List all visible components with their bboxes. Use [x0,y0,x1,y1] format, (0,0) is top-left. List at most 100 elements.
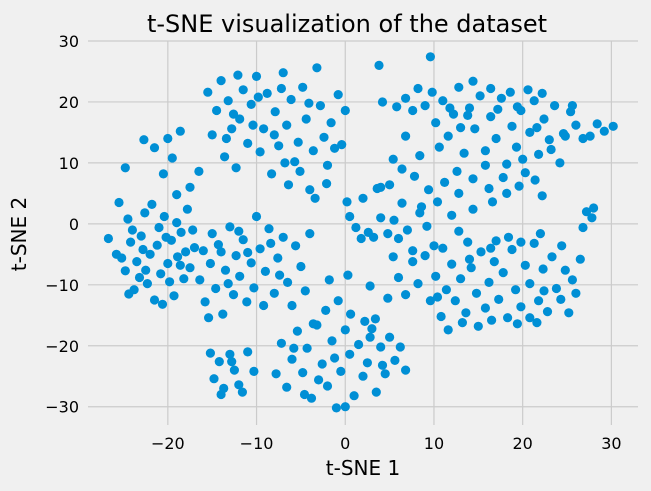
data-point [300,286,310,296]
data-point [207,229,217,239]
data-point [198,246,208,256]
data-point [416,202,427,212]
data-point [496,93,506,103]
data-point [287,354,297,364]
data-point [253,92,263,102]
data-point [498,172,508,183]
data-point [425,52,435,62]
data-point [507,121,517,131]
data-point [200,297,210,307]
data-point [283,277,293,287]
data-point [388,154,398,164]
data-point [507,244,517,255]
data-point [270,107,280,117]
data-point [340,402,350,412]
data-point [223,96,233,106]
data-point [520,168,530,178]
data-point [333,90,343,100]
data-point [172,218,182,228]
data-point [308,319,318,329]
data-point [556,294,566,304]
data-point [234,226,244,236]
data-point [408,257,418,267]
data-point [486,112,496,122]
data-point [317,359,327,369]
data-point [255,147,265,157]
data-point [537,88,547,98]
data-point [319,132,329,142]
data-point [443,131,453,141]
data-point [235,114,245,124]
x-axis-label: t-SNE 1 [326,456,400,480]
data-point [376,342,386,352]
data-point [571,288,581,298]
data-point [161,232,171,242]
data-point [440,177,450,187]
data-point [225,349,235,359]
data-point [546,144,556,155]
data-point [243,138,253,148]
data-point [420,251,430,261]
data-point [456,274,466,284]
data-point [283,180,294,190]
data-point [354,339,364,350]
data-point [502,159,512,169]
data-point [175,260,185,270]
data-point [126,237,136,247]
data-point [251,211,262,222]
data-point [383,293,393,303]
data-point [377,97,388,107]
data-point [243,347,253,357]
data-point [371,387,381,397]
data-point [468,174,478,184]
data-point [401,93,411,103]
x-tick-label: 30 [601,434,621,453]
data-point [246,99,256,109]
data-point [599,126,609,136]
data-point [503,232,514,242]
data-point [395,342,405,352]
y-tick-label: −30 [45,398,79,417]
data-point [489,257,499,267]
data-point [532,123,542,133]
data-point [480,160,490,170]
data-point [471,288,482,298]
data-point [249,366,259,376]
data-point [248,120,258,130]
data-point [290,157,300,167]
data-point [306,393,317,403]
data-point [560,265,570,275]
data-point [175,126,185,136]
data-point [438,243,448,253]
data-point [327,336,337,346]
data-point [539,286,549,296]
data-point [103,233,113,244]
data-point [211,283,221,294]
data-point [459,148,469,158]
data-point [337,140,347,150]
data-point [447,210,457,220]
data-point [491,133,501,144]
data-point [447,259,457,269]
data-point [413,83,423,94]
data-point [392,102,402,112]
data-point [401,290,411,300]
data-point [293,137,303,147]
data-point [520,260,530,270]
data-point [498,268,508,278]
data-point [578,133,588,144]
data-point [555,158,565,168]
data-point [360,316,370,326]
data-point [139,135,149,145]
data-point [514,181,524,191]
data-point [534,296,544,306]
data-point [345,349,355,359]
data-point [127,225,137,235]
data-point [487,197,498,207]
data-point [134,272,145,283]
data-point [298,368,308,378]
data-point [486,243,496,253]
data-point [340,105,350,116]
data-point [529,96,539,106]
data-point [227,357,237,367]
